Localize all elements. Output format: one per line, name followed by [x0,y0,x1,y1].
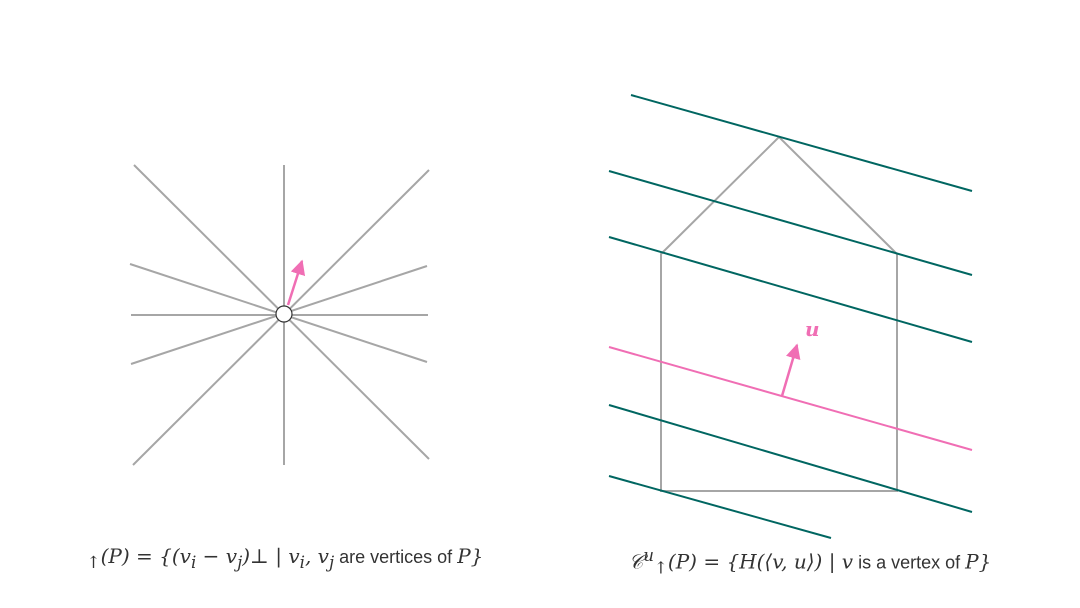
normal-arrow-u [782,345,797,396]
hyperplane-top [631,95,972,191]
hyperplane-bottom [609,476,831,538]
vector-label-u: u [805,317,820,341]
hyperplane-middle-upper [609,237,972,342]
caption-right: 𝒞u↑(P) = {H(⟨v, u⟩) | v is a vertex of P… [580,538,1040,574]
caption-left-minus: − v [196,544,237,568]
caption-right-P: P [965,550,978,574]
caption-left-P: P [457,544,470,568]
caption-left-open: (P) = {(v [101,544,191,568]
caption-left-perp: )⊥ [242,544,269,568]
origin-point [276,306,292,322]
hyperplane-upper-vertices [609,171,972,275]
hyperplane-lower [609,405,972,512]
caption-left: 𝒭↑(P) = {(vi − vj)⊥ | vi, vj are vertice… [40,538,530,574]
hyperplanes [609,95,972,538]
caption-right-lhs-sub: ↑ [654,559,668,578]
caption-left-comma: , v [305,544,329,568]
polygon-P [661,137,897,491]
caption-left-close: } [471,544,484,568]
caption-left-words: are vertices of [334,547,457,567]
caption-right-open: (P) = {H(⟨v, u⟩) | v [668,550,853,574]
caption-right-lhs: 𝒞 [629,550,644,574]
caption-left-lhs-sub: ↑ [87,553,101,572]
caption-right-close: } [979,550,992,574]
caption-left-bar: | v [269,544,300,568]
caption-right-lhs-sup: u [643,546,654,565]
caption-right-words: is a vertex of [853,553,965,573]
highlighted-hyperplane [609,347,972,450]
